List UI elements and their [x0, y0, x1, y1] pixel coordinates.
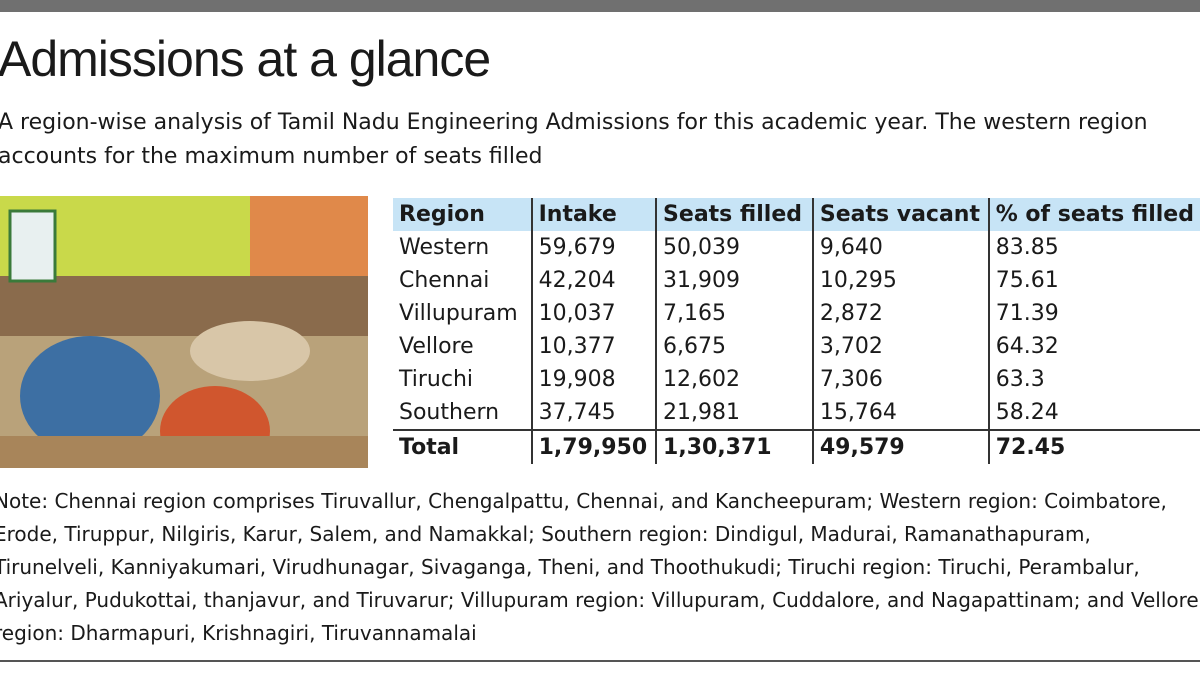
- total-cell: 1,79,950: [530, 429, 657, 464]
- table-cell: Chennai: [399, 268, 490, 293]
- top-bar: [0, 0, 1200, 12]
- table-cell: 58.24: [987, 396, 1200, 430]
- subtitle: A region-wise analysis of Tamil Nadu Eng…: [0, 110, 1148, 169]
- table-cell: 21,981: [655, 396, 813, 430]
- total-row: Total 1,79,950 1,30,371 49,579 72.45: [393, 429, 1200, 464]
- table-cell: 31,909: [655, 264, 813, 297]
- data-table: Region Intake Seats filled Seats vacant% of…: [393, 198, 1200, 464]
- table-cell: 6,675: [655, 330, 813, 363]
- table-cell: Western: [399, 235, 490, 260]
- photo: [0, 196, 368, 468]
- table-cell: Tiruchi: [399, 367, 474, 392]
- column-header: Seats vacant: [811, 198, 989, 231]
- table-row: Chennai 42,204 31,909 10,295 75.61: [393, 264, 1200, 297]
- table-cell: 71.39: [987, 297, 1200, 330]
- table-cell: 3,702: [811, 330, 989, 363]
- table-cell: 19,908: [530, 363, 657, 396]
- table-cell: 50,039: [655, 231, 813, 264]
- table-cell: 15,764: [811, 396, 989, 430]
- column-header: Intake: [530, 198, 657, 231]
- table-cell: 7,165: [655, 297, 813, 330]
- bottom-rule: [0, 660, 1200, 662]
- table-cell: 7,306: [811, 363, 989, 396]
- table-cell: 59,679: [530, 231, 657, 264]
- table-cell: 12,602: [655, 363, 813, 396]
- table-cell: 64.32: [987, 330, 1200, 363]
- column-header: Region: [393, 198, 532, 231]
- total-cell: 49,579: [811, 429, 989, 464]
- table-cell: 83.85: [987, 231, 1200, 264]
- table-cell: 9,640: [811, 231, 989, 264]
- table-cell: 10,377: [530, 330, 657, 363]
- total-cell: 1,30,371: [655, 429, 813, 464]
- table-row: Villupuram 10,037 7,165 2,872 71.39: [393, 297, 1200, 330]
- table-cell: Southern: [399, 400, 500, 425]
- total-cell: Total: [393, 429, 532, 464]
- column-header: % of seats filled: [987, 198, 1200, 231]
- table-row: Western 59,679 50,039 9,640 83.85: [393, 231, 1200, 264]
- table-row: Southern 37,745 21,981 15,764 58.24: [393, 396, 1200, 430]
- title: Admissions at a glance: [0, 31, 491, 87]
- table-cell: Villupuram: [399, 301, 518, 326]
- total-cell: 72.45: [987, 429, 1200, 464]
- table-cell: 63.3: [987, 363, 1200, 396]
- table-cell: 2,872: [811, 297, 989, 330]
- table-cell: Vellore: [399, 334, 474, 359]
- table-cell: 10,295: [811, 264, 989, 297]
- table-cell: 75.61: [987, 264, 1200, 297]
- table-cell: 10,037: [530, 297, 657, 330]
- table-row: Vellore 10,377 6,675 3,702 64.32: [393, 330, 1200, 363]
- table-cell: 42,204: [530, 264, 657, 297]
- note: Note: Chennai region comprises Tiruvallu…: [0, 489, 1199, 645]
- table-cell: 37,745: [530, 396, 657, 430]
- table-row: Tiruchi 19,908 12,602 7,306 63.3: [393, 363, 1200, 396]
- column-header: Seats filled: [655, 198, 813, 231]
